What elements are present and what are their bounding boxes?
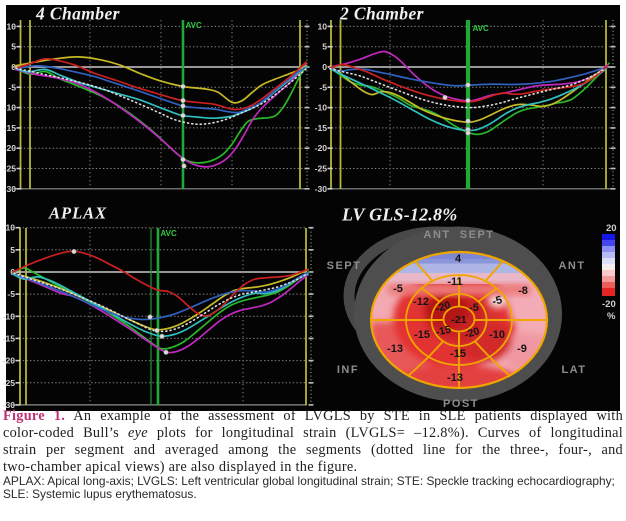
svg-text:-5: -5 <box>8 82 16 92</box>
svg-text:0: 0 <box>11 62 16 72</box>
svg-text:LV GLS-12.8%: LV GLS-12.8% <box>341 205 457 225</box>
svg-text:APLAX: APLAX <box>48 204 107 223</box>
svg-text:POST: POST <box>443 398 479 410</box>
svg-text:AVC: AVC <box>161 229 178 238</box>
svg-text:-30: -30 <box>4 184 17 194</box>
svg-text:-20: -20 <box>463 325 481 341</box>
svg-text:-10: -10 <box>3 311 16 321</box>
svg-text:-20: -20 <box>602 299 616 310</box>
svg-text:-10: -10 <box>489 329 505 341</box>
svg-text:2 Chamber: 2 Chamber <box>339 4 424 24</box>
svg-text:-15: -15 <box>435 324 452 339</box>
svg-text:-5: -5 <box>491 294 504 308</box>
svg-text:-30: -30 <box>315 184 328 194</box>
svg-text:-21: -21 <box>451 314 466 326</box>
svg-text:-13: -13 <box>387 343 403 355</box>
svg-text:-8: -8 <box>518 285 528 297</box>
svg-text:-11: -11 <box>447 276 462 288</box>
svg-text:%: % <box>607 311 616 322</box>
svg-text:-5: -5 <box>393 283 403 295</box>
svg-text:-15: -15 <box>3 333 16 343</box>
svg-text:-15: -15 <box>315 123 328 133</box>
svg-text:-25: -25 <box>4 164 17 174</box>
svg-text:5: 5 <box>11 42 16 52</box>
svg-text:-5: -5 <box>319 82 327 92</box>
svg-text:-20: -20 <box>4 143 17 153</box>
svg-text:10: 10 <box>5 223 15 233</box>
svg-text:-20: -20 <box>434 299 452 315</box>
svg-text:4 Chamber: 4 Chamber <box>35 4 120 24</box>
svg-text:-12: -12 <box>413 296 429 308</box>
svg-text:-15: -15 <box>4 123 17 133</box>
svg-text:SEPT: SEPT <box>327 260 362 272</box>
svg-text:4: 4 <box>455 253 462 265</box>
svg-text:LAT: LAT <box>561 364 586 376</box>
svg-text:-5: -5 <box>7 289 15 299</box>
svg-text:-25: -25 <box>3 378 16 388</box>
svg-text:-13: -13 <box>447 372 463 384</box>
svg-text:-15: -15 <box>414 329 430 341</box>
svg-text:-30: -30 <box>3 400 16 410</box>
svg-text:-25: -25 <box>315 164 328 174</box>
svg-text:INF: INF <box>337 364 359 376</box>
svg-text:10: 10 <box>317 21 327 31</box>
svg-text:AVC: AVC <box>473 24 490 33</box>
svg-text:-5: -5 <box>469 302 479 314</box>
svg-text:10: 10 <box>6 21 16 31</box>
svg-text:ANT SEPT: ANT SEPT <box>424 229 495 241</box>
svg-text:0: 0 <box>322 62 327 72</box>
svg-text:-20: -20 <box>3 356 16 366</box>
svg-text:-10: -10 <box>4 103 17 113</box>
svg-text:-9: -9 <box>517 343 527 355</box>
svg-text:5: 5 <box>322 42 327 52</box>
svg-text:ANT: ANT <box>558 260 585 272</box>
svg-text:20: 20 <box>606 223 617 234</box>
svg-text:-20: -20 <box>315 143 328 153</box>
svg-text:-10: -10 <box>315 103 328 113</box>
svg-text:-15: -15 <box>450 348 466 360</box>
svg-text:5: 5 <box>10 245 15 255</box>
svg-text:AVC: AVC <box>186 21 203 30</box>
